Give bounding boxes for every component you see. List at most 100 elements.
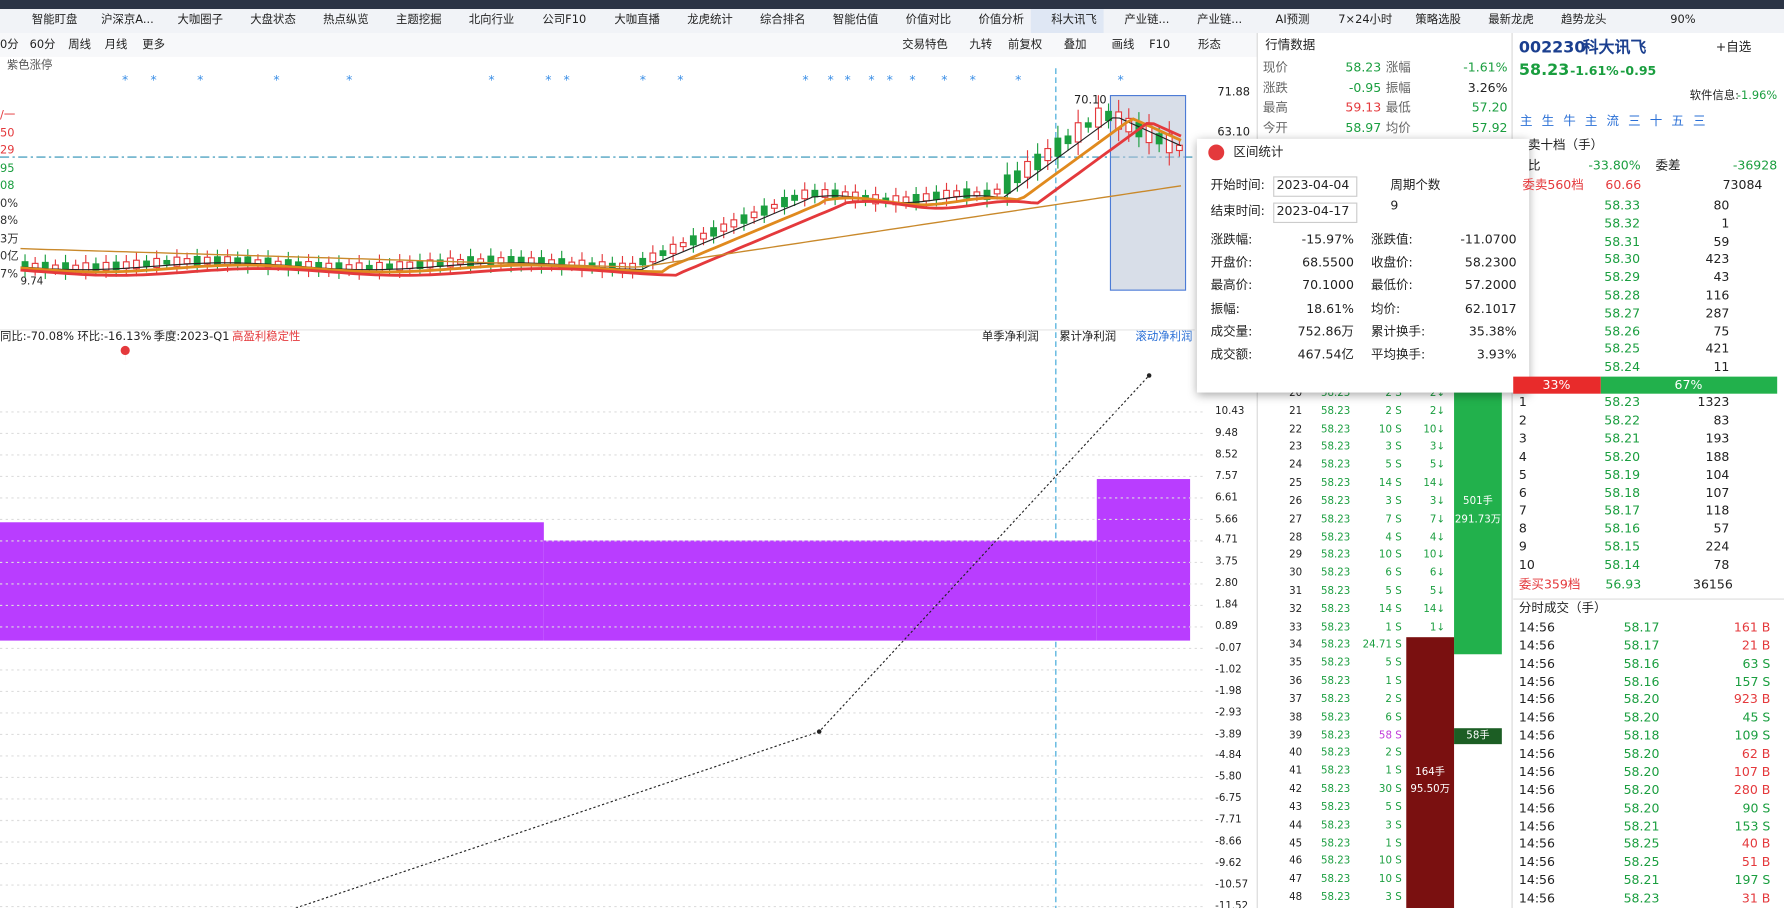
popup-value: 2023-04-04: [1276, 177, 1350, 193]
icon-button[interactable]: 生: [1541, 113, 1555, 129]
add-watch[interactable]: +自选: [1715, 39, 1752, 55]
quote-value: 58.97: [1345, 120, 1382, 135]
ask-volume: 75: [1713, 323, 1730, 339]
trade-time: 14:56: [1518, 620, 1555, 635]
tick-index: 29: [1289, 550, 1303, 562]
tick-volume: 3 S: [1385, 441, 1402, 454]
signal: *: [488, 72, 494, 87]
candle: [710, 227, 718, 237]
signal: *: [827, 72, 833, 87]
tab[interactable]: 智能盯盘: [31, 13, 78, 27]
trade-volume: 923 B: [1733, 692, 1771, 708]
tab[interactable]: 产业链...: [1197, 13, 1243, 27]
popup-key: 结束时间:: [1210, 203, 1265, 219]
ratio-bar: [1600, 376, 1778, 394]
finance-tag: 高盈利稳定性: [232, 331, 301, 344]
popup-key: 平均换手:: [1371, 347, 1426, 362]
tick-index: 37: [1289, 694, 1303, 706]
toolbar-button[interactable]: 交易特色: [902, 38, 948, 52]
trade-price: 58.16: [1623, 656, 1660, 672]
ask-volume: 287: [1705, 305, 1730, 321]
popup-key: 周期个数: [1390, 177, 1441, 193]
candle: [133, 259, 140, 270]
toolbar-button[interactable]: 九转: [969, 38, 993, 52]
finance-mode[interactable]: 单季净利润: [981, 331, 1039, 344]
tab[interactable]: 综合排名: [760, 13, 806, 27]
trade-price: 58.20: [1623, 764, 1660, 780]
icon-button[interactable]: 三: [1692, 113, 1706, 129]
tick-volume: 30 S: [1378, 784, 1402, 796]
tab[interactable]: 北向行业: [468, 13, 515, 27]
divider: [1513, 598, 1784, 600]
tab[interactable]: 7×24小时: [1338, 13, 1393, 27]
tick-volume: 5 S: [1385, 459, 1402, 472]
toolbar-button[interactable]: 更多: [142, 38, 165, 52]
icon-button[interactable]: 牛: [1563, 113, 1576, 129]
tab[interactable]: 产业链...: [1124, 13, 1170, 27]
tick-count: 14↓: [1423, 603, 1445, 616]
toolbar-button[interactable]: 画线: [1111, 38, 1135, 52]
tab[interactable]: 智能估值: [832, 13, 879, 27]
volume-block: [1454, 728, 1502, 745]
trade-volume: 161 B: [1733, 620, 1771, 635]
tab[interactable]: 最新龙虎: [1488, 13, 1534, 27]
tab[interactable]: AI预测: [1275, 13, 1310, 27]
tab[interactable]: 价值对比: [905, 13, 952, 27]
tab[interactable]: 策略选股: [1415, 13, 1461, 27]
toolbar-button[interactable]: 0分: [0, 38, 19, 52]
tick-count: 7↓: [1429, 514, 1445, 526]
tab[interactable]: 沪深京A...: [101, 13, 154, 27]
signal: *: [887, 72, 893, 87]
toolbar-button[interactable]: 前复权: [1008, 38, 1043, 52]
tab[interactable]: 大咖直播: [614, 13, 660, 27]
finance-mode[interactable]: 累计净利润: [1059, 331, 1117, 344]
tab[interactable]: 热点纵览: [323, 13, 369, 27]
tick-count: 5↓: [1429, 459, 1445, 472]
block-label: 291.73万: [1454, 514, 1501, 526]
trade-volume: 153 S: [1734, 818, 1771, 834]
toolbar-button[interactable]: F10: [1149, 38, 1171, 52]
icon-button[interactable]: 主: [1520, 113, 1533, 129]
tab[interactable]: 大盘状态: [250, 13, 296, 27]
section-title: 卖十档（手）: [1528, 137, 1604, 153]
quote-value: -0.95: [1348, 80, 1382, 96]
signal: *: [545, 72, 551, 87]
tab[interactable]: 大咖圈子: [177, 13, 224, 27]
tick-price: 58.23: [1320, 856, 1351, 868]
toolbar-button[interactable]: 周线: [68, 38, 92, 52]
toolbar-button[interactable]: 叠加: [1063, 38, 1087, 52]
volume-block: [1406, 637, 1455, 908]
tick-index: 45: [1289, 838, 1303, 850]
ask-price: 58.31: [1604, 233, 1641, 249]
icon-button[interactable]: 主: [1584, 113, 1598, 129]
signal: *: [150, 72, 156, 87]
icon-button[interactable]: 流: [1606, 113, 1620, 129]
candle: [1054, 137, 1062, 157]
book-key: 委差: [1655, 158, 1681, 173]
icon-button[interactable]: 十: [1649, 113, 1663, 129]
toolbar-button[interactable]: 月线: [104, 38, 128, 52]
book-value: 56.93: [1605, 576, 1642, 592]
tick-count: 4↓: [1429, 531, 1445, 544]
candle: [639, 257, 647, 266]
tab[interactable]: 龙虎统计: [687, 13, 733, 27]
left-label: 29: [0, 144, 15, 158]
tab[interactable]: 价值分析: [978, 13, 1024, 27]
tick-index: 42: [1289, 784, 1303, 796]
icon-button[interactable]: 五: [1671, 113, 1684, 129]
popup-value: 467.54亿: [1297, 347, 1354, 362]
tab[interactable]: 公司F10: [542, 13, 587, 27]
tick-index: 22: [1289, 423, 1303, 436]
toolbar-button[interactable]: 形态: [1198, 38, 1221, 52]
tick-count: 10↓: [1423, 550, 1445, 562]
tab[interactable]: 主题挖掘: [395, 13, 442, 27]
toolbar-button[interactable]: 60分: [29, 38, 56, 52]
tick-index: 48: [1289, 892, 1303, 904]
tab[interactable]: 趋势龙头: [1561, 13, 1607, 27]
tab[interactable]: 科大讯飞: [1051, 13, 1097, 27]
finance-mode[interactable]: 滚动净利润: [1135, 331, 1193, 344]
bid-level: 4: [1518, 449, 1527, 464]
trade-volume: 63 S: [1742, 656, 1771, 672]
icon-button[interactable]: 三: [1628, 113, 1641, 129]
tick-volume: 14 S: [1378, 477, 1402, 490]
